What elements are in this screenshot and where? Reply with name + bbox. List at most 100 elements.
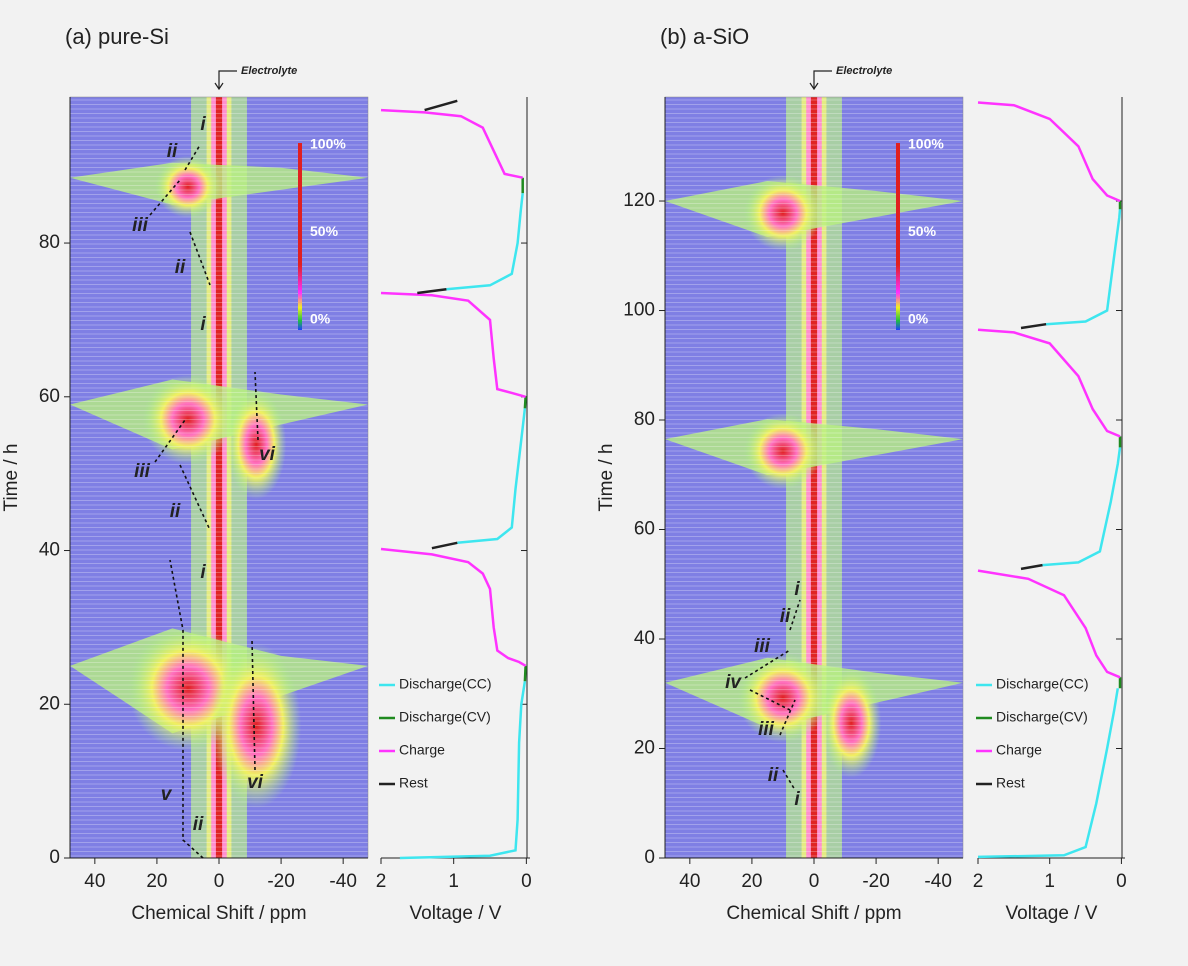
guide-line: [749, 689, 791, 711]
feature: [737, 652, 828, 743]
electrolyte-label: Electrolyte: [836, 65, 892, 77]
x-tick-label: 20: [741, 871, 762, 892]
panel-title: (b) a-SiO: [660, 24, 749, 49]
nmr-map: [70, 97, 368, 858]
feature: [154, 155, 221, 218]
x-tick-label: 2: [376, 871, 387, 892]
y-axis-label: Time / h: [596, 444, 617, 512]
annotation: iv: [725, 672, 742, 693]
y-tick-label: 20: [634, 738, 655, 759]
feature: [821, 667, 882, 778]
guide-line: [744, 649, 791, 679]
y-tick-label: 100: [623, 300, 655, 321]
guide-line: [254, 371, 259, 441]
colorbar-label: 100%: [908, 136, 944, 152]
x-tick-label: 0: [521, 871, 532, 892]
voltage-line: [977, 101, 1121, 679]
annotation: i: [794, 579, 800, 600]
x-tick-label: 0: [1116, 871, 1127, 892]
annotation: iii: [758, 719, 775, 740]
colorbar-label: 0%: [908, 311, 929, 327]
y-tick-label: 80: [634, 409, 655, 430]
y-tick-label: 40: [39, 540, 60, 561]
voltage-line: [977, 209, 1122, 859]
guide-line: [779, 699, 796, 736]
electrolyte-peak: [810, 97, 818, 858]
annotation: i: [200, 562, 206, 583]
annotation: vi: [259, 444, 276, 465]
voltage-line: [521, 177, 527, 682]
panel-title: (a) pure-Si: [65, 24, 169, 49]
legend-label: Charge: [996, 742, 1042, 758]
annotation: ii: [193, 814, 204, 835]
legend-label: Discharge(CV): [996, 709, 1088, 725]
x-axis-label: Chemical Shift / ppm: [131, 903, 306, 924]
guide-line: [789, 599, 801, 631]
x-tick-label: -40: [924, 871, 951, 892]
colorbar-label: 50%: [908, 223, 937, 239]
x-axis-label: Voltage / V: [410, 903, 502, 924]
x-tick-label: 0: [809, 871, 820, 892]
guide-line: [149, 179, 181, 216]
y-tick-label: 80: [39, 232, 60, 253]
annotation: ii: [780, 606, 791, 627]
legend-label: Rest: [399, 775, 428, 791]
legend-label: Discharge(CC): [399, 676, 492, 692]
feature: [226, 389, 287, 500]
electrolyte-peak: [215, 97, 223, 858]
guide-line: [782, 769, 796, 791]
annotation: iii: [134, 461, 151, 482]
colorbar: [896, 143, 900, 330]
y-tick-label: 0: [49, 847, 60, 868]
feature: [142, 374, 233, 465]
legend-label: Discharge(CV): [399, 709, 491, 725]
guide-line: [169, 559, 204, 859]
electrolyte-arrow: [809, 70, 832, 91]
y-tick-label: 120: [623, 190, 655, 211]
x-tick-label: 20: [146, 871, 167, 892]
electrolyte-arrow: [214, 70, 237, 91]
colorbar-label: 50%: [310, 223, 339, 239]
x-tick-label: -40: [329, 871, 356, 892]
x-tick-label: 40: [679, 871, 700, 892]
feature: [743, 413, 822, 490]
annotation: iii: [132, 215, 149, 236]
colorbar-label: 100%: [310, 136, 346, 152]
legend-label: Discharge(CC): [996, 676, 1089, 692]
voltage-line: [1020, 322, 1047, 571]
annotation: i: [200, 114, 206, 135]
x-tick-label: -20: [267, 871, 294, 892]
y-tick-label: 60: [634, 519, 655, 540]
annotation: v: [161, 784, 173, 805]
x-tick-label: 40: [84, 871, 105, 892]
annotation: ii: [768, 765, 779, 786]
annotation: i: [200, 314, 206, 335]
x-tick-label: 1: [1044, 871, 1055, 892]
legend-label: Charge: [399, 742, 445, 758]
electrolyte-label: Electrolyte: [241, 65, 297, 77]
annotation: i: [794, 789, 800, 810]
x-tick-label: -20: [862, 871, 889, 892]
y-tick-label: 60: [39, 386, 60, 407]
legend-label: Rest: [996, 775, 1025, 791]
x-tick-label: 0: [214, 871, 225, 892]
x-tick-label: 2: [973, 871, 984, 892]
nmr-map: [665, 97, 963, 858]
y-tick-label: 40: [634, 628, 655, 649]
feature: [211, 643, 302, 809]
x-axis-label: Voltage / V: [1006, 903, 1098, 924]
annotation: iii: [754, 636, 771, 657]
annotation: ii: [167, 141, 178, 162]
x-tick-label: 1: [448, 871, 459, 892]
colorbar-label: 0%: [310, 311, 331, 327]
voltage-line: [399, 192, 527, 860]
guide-line: [184, 144, 201, 171]
y-tick-label: 20: [39, 693, 60, 714]
voltage-line: [417, 99, 458, 550]
y-axis-label: Time / h: [1, 444, 22, 512]
x-axis-label: Chemical Shift / ppm: [726, 903, 901, 924]
feature: [743, 175, 822, 252]
guide-line: [251, 639, 256, 771]
annotation: ii: [170, 501, 181, 522]
